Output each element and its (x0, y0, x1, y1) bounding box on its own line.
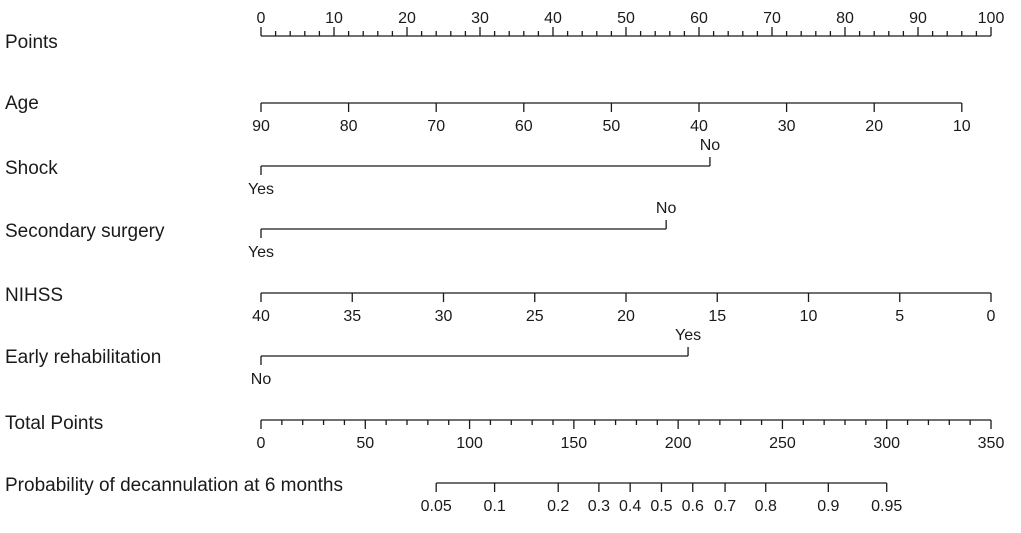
points-tick-label: 0 (257, 10, 266, 27)
nihss-tick-label: 40 (252, 308, 270, 325)
shock-level-label: No (700, 137, 721, 154)
points-tick-label: 20 (398, 10, 416, 27)
probability-tick-label: 0.7 (714, 498, 736, 515)
probability-tick-label: 0.9 (817, 498, 839, 515)
row-label-total_points: Total Points (5, 413, 103, 434)
secondary_surgery-level-label: No (656, 200, 677, 217)
probability-tick-label: 0.05 (421, 498, 452, 515)
points-tick-label: 50 (617, 10, 635, 27)
nihss-tick-label: 25 (526, 308, 544, 325)
nihss-tick-label: 0 (987, 308, 996, 325)
age-tick-label: 90 (252, 118, 270, 135)
early_rehabilitation-level-label: No (251, 371, 272, 388)
points-tick-label: 10 (325, 10, 343, 27)
row-label-age: Age (5, 93, 39, 114)
early_rehabilitation-level-label: Yes (675, 327, 701, 344)
probability-tick-label: 0.3 (588, 498, 610, 515)
points-tick-label: 100 (978, 10, 1005, 27)
age-tick-label: 70 (427, 118, 445, 135)
total-points-tick-label: 50 (356, 435, 374, 452)
age-tick-label: 20 (865, 118, 883, 135)
points-tick-label: 70 (763, 10, 781, 27)
row-label-points: Points (5, 32, 58, 53)
total-points-tick-label: 350 (978, 435, 1005, 452)
probability-tick-label: 0.95 (871, 498, 902, 515)
probability-tick-label: 0.1 (483, 498, 505, 515)
age-tick-label: 40 (690, 118, 708, 135)
total-points-tick-label: 0 (257, 435, 266, 452)
points-tick-label: 90 (909, 10, 927, 27)
total-points-tick-label: 200 (665, 435, 692, 452)
points-tick-label: 60 (690, 10, 708, 27)
age-tick-label: 50 (603, 118, 621, 135)
points-tick-label: 30 (471, 10, 489, 27)
points-tick-label: 40 (544, 10, 562, 27)
total-points-tick-label: 150 (561, 435, 588, 452)
shock-level-label: Yes (248, 181, 274, 198)
age-tick-label: 60 (515, 118, 533, 135)
probability-tick-label: 0.5 (650, 498, 672, 515)
total-points-tick-label: 100 (456, 435, 483, 452)
nihss-tick-label: 10 (800, 308, 818, 325)
age-tick-label: 10 (953, 118, 971, 135)
row-label-early_rehabilitation: Early rehabilitation (5, 347, 161, 368)
row-label-probability: Probability of decannulation at 6 months (5, 475, 343, 496)
row-label-shock: Shock (5, 158, 58, 179)
nihss-tick-label: 30 (435, 308, 453, 325)
nihss-tick-label: 20 (617, 308, 635, 325)
probability-tick-label: 0.6 (682, 498, 704, 515)
nihss-tick-label: 15 (708, 308, 726, 325)
probability-tick-label: 0.4 (619, 498, 641, 515)
row-label-secondary_surgery: Secondary surgery (5, 221, 165, 242)
age-tick-label: 30 (778, 118, 796, 135)
nihss-tick-label: 5 (895, 308, 904, 325)
probability-tick-label: 0.2 (547, 498, 569, 515)
nihss-tick-label: 35 (343, 308, 361, 325)
total-points-tick-label: 250 (769, 435, 796, 452)
points-tick-label: 80 (836, 10, 854, 27)
age-tick-label: 80 (340, 118, 358, 135)
row-label-nihss: NIHSS (5, 285, 63, 306)
secondary_surgery-level-label: Yes (248, 244, 274, 261)
probability-tick-label: 0.8 (755, 498, 777, 515)
total-points-tick-label: 300 (873, 435, 900, 452)
